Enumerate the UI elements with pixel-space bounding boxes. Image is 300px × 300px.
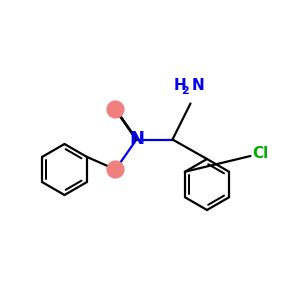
Text: 2: 2 bbox=[181, 86, 189, 96]
Text: N: N bbox=[192, 78, 205, 93]
Text: Cl: Cl bbox=[252, 146, 268, 160]
Circle shape bbox=[107, 101, 124, 118]
Text: N: N bbox=[129, 130, 144, 148]
Circle shape bbox=[107, 161, 124, 178]
Text: H: H bbox=[173, 78, 186, 93]
